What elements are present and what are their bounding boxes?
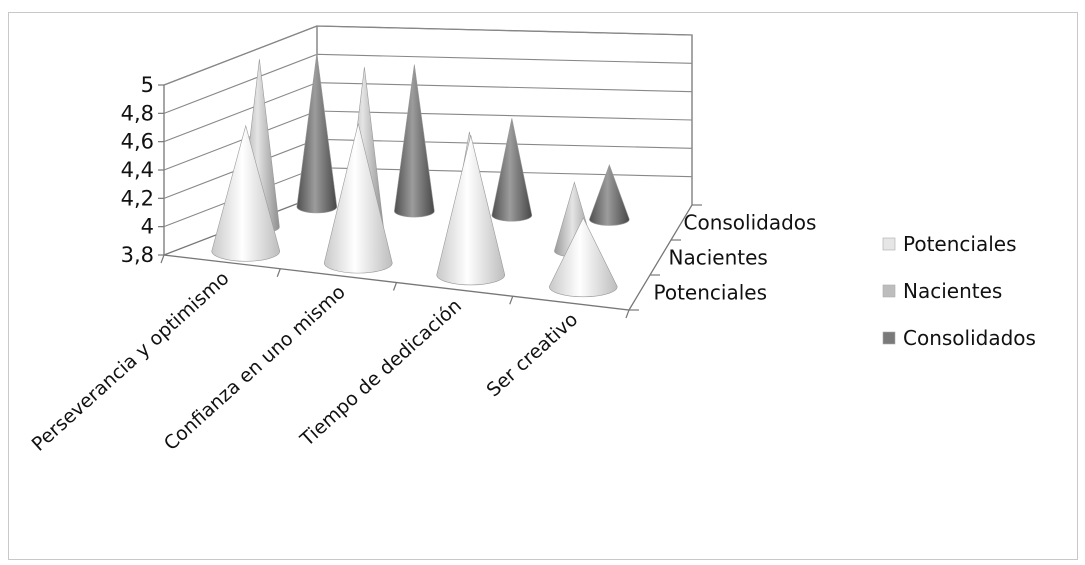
y-tick-label: 5 bbox=[141, 73, 154, 97]
cone-potenciales-2 bbox=[323, 123, 393, 274]
x-tick-mark bbox=[276, 268, 281, 277]
y-tick-label: 3,8 bbox=[121, 243, 154, 267]
cone-consolidados-1 bbox=[296, 53, 338, 214]
legend-swatch bbox=[882, 284, 896, 298]
cone-consolidados-3 bbox=[491, 118, 533, 222]
category-label: Ser creativo bbox=[483, 308, 583, 401]
y-tick-label: 4 bbox=[141, 215, 154, 239]
depth-label: Potenciales bbox=[654, 281, 768, 305]
cone-potenciales-4 bbox=[548, 217, 618, 298]
y-tick-label: 4,4 bbox=[121, 158, 154, 182]
depth-label: Consolidados bbox=[684, 211, 817, 235]
gridline bbox=[163, 25, 693, 86]
legend-label: Nacientes bbox=[903, 279, 1002, 303]
y-axis-ticks: 3,8 4 4,2 4,4 4,6 4,8 5 bbox=[121, 73, 164, 267]
legend-swatch bbox=[882, 331, 896, 345]
cone-chart: 3,8 4 4,2 4,4 4,6 4,8 5 Perseverancia y optimi… bbox=[28, 25, 1036, 456]
gridline bbox=[163, 82, 693, 143]
legend: Potenciales Nacientes Consolidados bbox=[882, 232, 1036, 350]
legend-label: Potenciales bbox=[903, 232, 1017, 256]
x-tick-mark bbox=[625, 309, 630, 319]
legend-label: Consolidados bbox=[903, 326, 1036, 350]
x-tick-mark bbox=[392, 282, 398, 291]
y-tick-label: 4,6 bbox=[121, 130, 154, 154]
depth-label: Nacientes bbox=[669, 246, 768, 270]
cone-potenciales-1 bbox=[211, 124, 281, 262]
chart-frame: 3,8 4 4,2 4,4 4,6 4,8 5 Perseverancia y optimi… bbox=[8, 12, 1078, 560]
gridline bbox=[163, 53, 693, 114]
cone-consolidados-2 bbox=[394, 64, 435, 218]
x-tick-mark bbox=[509, 296, 514, 305]
depth-labels: Potenciales Nacientes Consolidados bbox=[629, 204, 817, 311]
y-tick-label: 4,2 bbox=[121, 186, 154, 210]
legend-swatch bbox=[882, 237, 896, 251]
cone-consolidados-4 bbox=[589, 164, 630, 226]
cone-potenciales-3 bbox=[436, 135, 506, 286]
y-tick-label: 4,8 bbox=[121, 101, 154, 125]
cone-marks bbox=[211, 53, 630, 298]
x-tick-mark bbox=[160, 254, 165, 264]
